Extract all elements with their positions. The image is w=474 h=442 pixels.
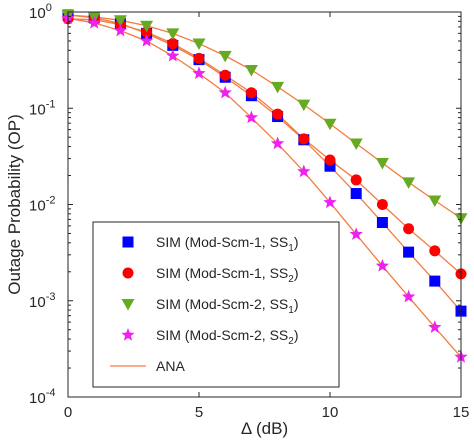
- ana-curve-2: [67, 18, 462, 275]
- series-2-point: [376, 199, 388, 210]
- series-3-point: [402, 177, 416, 189]
- legend-label-text: SIM (Mod-Scm-1, SS: [156, 265, 288, 281]
- y-tick-label: 10-1: [29, 98, 55, 118]
- series-3-point: [166, 28, 180, 40]
- y-tick-exponent: -3: [46, 291, 56, 303]
- analytic-curves: [67, 14, 462, 358]
- legend-label-subscript: 2: [288, 274, 294, 285]
- series-4-point: [401, 289, 416, 303]
- series-4-point: [244, 110, 259, 124]
- legend-label-2: SIM (Mod-Scm-1, SS2): [156, 265, 298, 285]
- legend-label-text: ANA: [156, 358, 185, 374]
- series-3-point: [244, 64, 258, 77]
- y-tick-exponent: 0: [46, 2, 52, 14]
- y-tick-exponent: -1: [46, 98, 56, 110]
- series-3-point: [375, 157, 389, 170]
- legend-symbol-4: [121, 328, 135, 341]
- series-1-point: [376, 217, 388, 229]
- y-axis-label: Outage Probability (OP): [5, 114, 24, 294]
- x-tick-label: 0: [64, 404, 72, 421]
- legend-label-3: SIM (Mod-Scm-2, SS1): [156, 296, 298, 316]
- y-tick-base: 10: [29, 390, 46, 407]
- series-4-point: [323, 195, 337, 209]
- legend-label-close: ): [294, 265, 299, 281]
- legend-label-subscript: 1: [288, 243, 294, 254]
- legend-label-close: ): [294, 327, 299, 343]
- y-tick-base: 10: [29, 198, 46, 215]
- legend-symbol-2: [122, 267, 134, 279]
- series-3-point: [192, 38, 206, 51]
- series-4-point: [139, 33, 154, 47]
- series-4-point: [87, 15, 101, 29]
- legend-label-4: SIM (Mod-Scm-2, SS2): [156, 327, 298, 347]
- series-4-point: [349, 227, 363, 240]
- series-4-point: [375, 258, 390, 272]
- axis-ticks: [67, 11, 462, 398]
- series-3-point: [140, 20, 154, 33]
- series-4-point: [218, 85, 232, 99]
- legend-label-text: SIM (Mod-Scm-2, SS: [156, 327, 288, 343]
- legend-box: [92, 221, 340, 388]
- series-1-point: [429, 275, 441, 287]
- y-tick-exponent: -4: [46, 387, 56, 399]
- legend-symbol-3: [121, 299, 135, 311]
- series-1-point: [403, 246, 415, 258]
- series-1-point: [350, 188, 362, 200]
- y-tick-label: 10-4: [29, 387, 55, 407]
- series-4-point: [428, 320, 442, 333]
- series-4-point: [166, 48, 180, 62]
- series-2-point: [324, 154, 336, 166]
- series-3-point: [218, 50, 232, 63]
- y-tick-label: 100: [29, 2, 52, 22]
- y-tick-exponent: -2: [46, 195, 56, 207]
- legend-symbol-1: [122, 236, 134, 248]
- series-4-point: [297, 164, 311, 178]
- y-tick-base: 10: [29, 294, 46, 311]
- series-2-point: [167, 38, 179, 50]
- series-3-point: [428, 195, 442, 208]
- x-tick-label: 5: [195, 404, 203, 421]
- series-3-point: [113, 15, 127, 27]
- simulation-markers: [61, 9, 468, 363]
- series-2-point: [429, 245, 441, 257]
- series-4-point: [270, 136, 285, 150]
- legend-label-subscript: 2: [288, 336, 294, 347]
- legend-label-5: ANA: [156, 358, 185, 374]
- series-1-point: [324, 160, 336, 172]
- y-tick-label: 10-2: [29, 195, 55, 215]
- series-2-point: [219, 69, 231, 81]
- series-4-point: [113, 23, 128, 37]
- series-3-point: [271, 81, 285, 94]
- y-tick-label: 10-3: [29, 291, 55, 311]
- series-3-point: [297, 99, 311, 112]
- legend-label-close: ): [294, 296, 299, 312]
- legend: SIM (Mod-Scm-1, SS1)SIM (Mod-Scm-1, SS2)…: [92, 221, 340, 388]
- x-tick-label: 15: [453, 404, 470, 421]
- series-3-point: [323, 118, 337, 131]
- legend-label-1: SIM (Mod-Scm-1, SS1): [156, 234, 298, 254]
- series-2-point: [298, 133, 310, 145]
- y-tick-base: 10: [29, 5, 46, 22]
- ana-curve-4: [67, 17, 462, 358]
- x-tick-label: 10: [322, 404, 339, 421]
- legend-label-text: SIM (Mod-Scm-2, SS: [156, 296, 288, 312]
- x-axis-label: Δ (dB): [241, 419, 288, 438]
- series-2-point: [350, 174, 362, 186]
- series-2-point: [403, 223, 415, 235]
- series-4-point: [192, 66, 206, 80]
- series-2-point: [193, 52, 205, 64]
- x-tick-labels: 0 5 10 15: [64, 404, 470, 421]
- series-2-point: [272, 108, 284, 120]
- legend-label-subscript: 1: [288, 305, 294, 316]
- legend-label-text: SIM (Mod-Scm-1, SS: [156, 234, 288, 250]
- legend-label-close: ): [294, 234, 299, 250]
- y-tick-base: 10: [29, 101, 46, 118]
- series-2-point: [245, 87, 257, 99]
- ana-curve-3: [67, 14, 462, 219]
- series-3-point: [349, 138, 363, 151]
